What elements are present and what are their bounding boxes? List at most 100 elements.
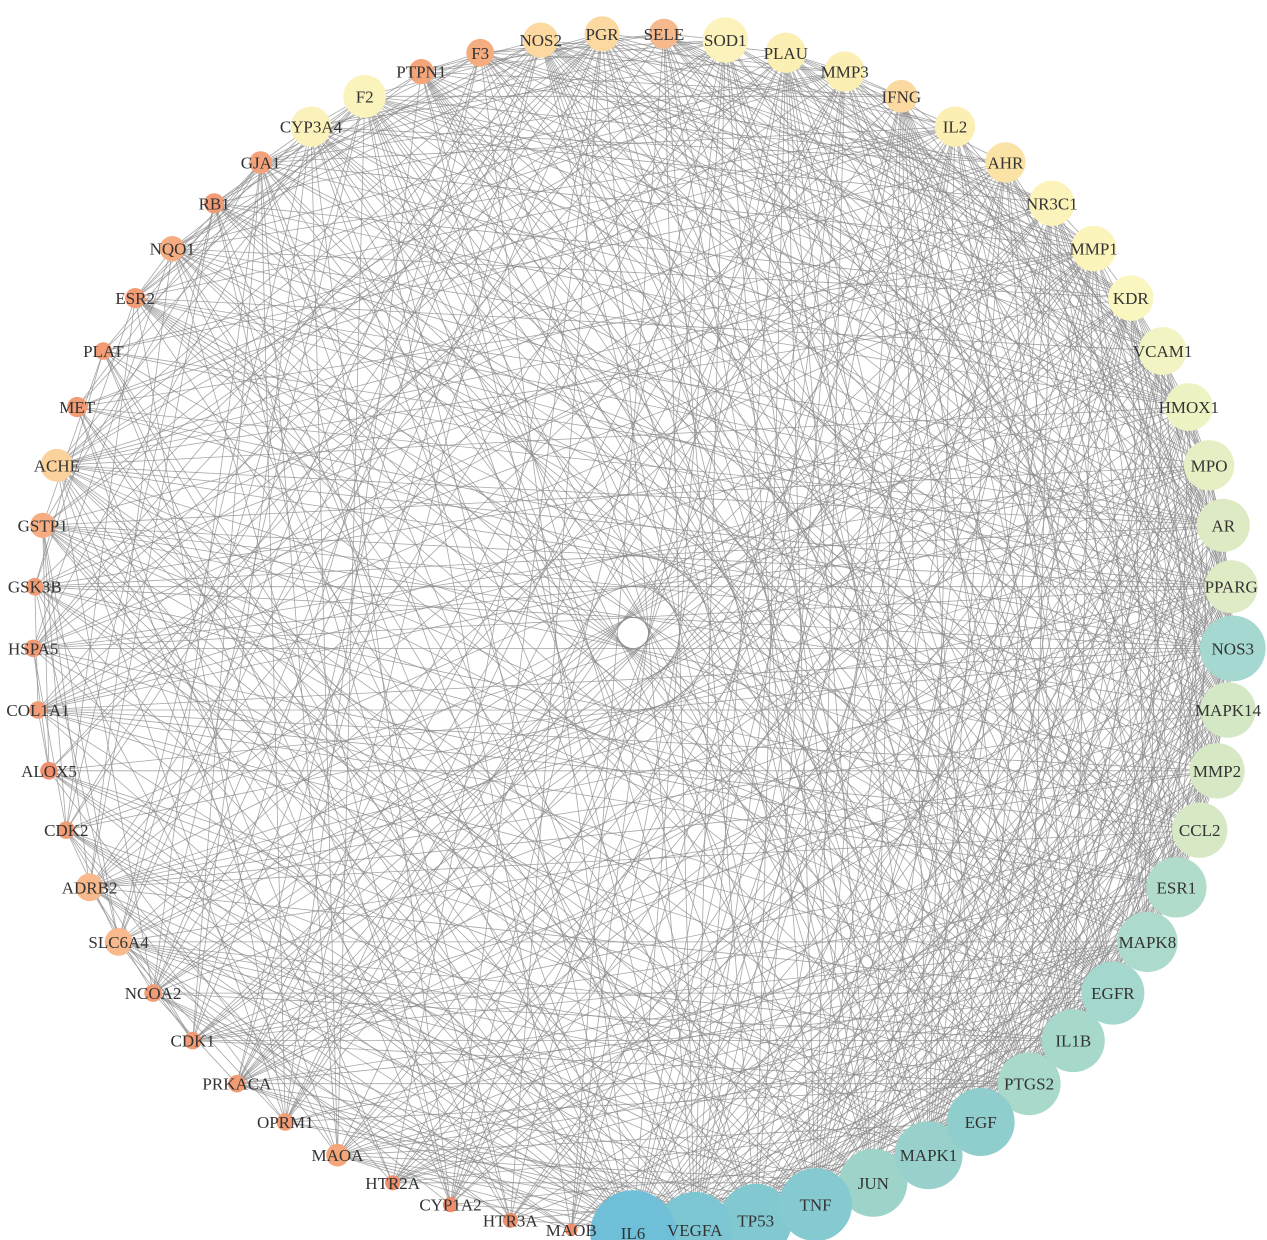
node-nr3c1[interactable] bbox=[1029, 180, 1075, 226]
edge bbox=[815, 71, 846, 1205]
node-ifng[interactable] bbox=[884, 79, 918, 113]
edge bbox=[479, 52, 634, 1234]
node-vcam1[interactable] bbox=[1138, 327, 1187, 375]
node-mmp3[interactable] bbox=[824, 51, 865, 92]
node-ptgs2[interactable] bbox=[997, 1052, 1061, 1116]
node-vegfa[interactable] bbox=[656, 1192, 733, 1240]
node-ahr[interactable] bbox=[985, 142, 1026, 183]
node-ache[interactable] bbox=[40, 448, 74, 482]
node-pgr[interactable] bbox=[584, 16, 620, 52]
node-maoa[interactable] bbox=[326, 1143, 349, 1167]
node-mapk8[interactable] bbox=[1117, 911, 1178, 973]
node-mapk14[interactable] bbox=[1200, 682, 1256, 738]
edge bbox=[815, 126, 956, 1205]
node-pparg[interactable] bbox=[1204, 560, 1258, 614]
node-htr3a[interactable] bbox=[502, 1212, 518, 1228]
node-mpo[interactable] bbox=[1183, 440, 1235, 491]
node-maob[interactable] bbox=[565, 1223, 578, 1237]
edge bbox=[420, 71, 982, 1123]
node-adrb2[interactable] bbox=[75, 873, 104, 902]
edge bbox=[56, 52, 786, 466]
node-ccl2[interactable] bbox=[1172, 802, 1228, 858]
edge bbox=[260, 162, 634, 1234]
edge bbox=[135, 297, 1163, 352]
node-mapk1[interactable] bbox=[894, 1121, 963, 1190]
node-egf[interactable] bbox=[946, 1088, 1015, 1156]
node-gja1[interactable] bbox=[249, 151, 272, 174]
node-label-pgr: PGR bbox=[586, 25, 620, 44]
node-esr1[interactable] bbox=[1146, 857, 1207, 918]
node-slc6a4[interactable] bbox=[104, 928, 133, 956]
edge bbox=[663, 33, 1229, 711]
node-egfr[interactable] bbox=[1081, 961, 1145, 1025]
edge bbox=[337, 941, 1148, 1156]
node-jun[interactable] bbox=[839, 1148, 908, 1217]
edge bbox=[724, 39, 1074, 1041]
node-label-vegfa: VEGFA bbox=[667, 1221, 723, 1240]
node-gstp1[interactable] bbox=[30, 512, 56, 539]
edge bbox=[32, 648, 695, 1231]
node-hspa5[interactable] bbox=[24, 639, 42, 658]
edge bbox=[34, 126, 956, 588]
edge bbox=[236, 941, 1148, 1085]
node-cdk2[interactable] bbox=[57, 821, 76, 839]
node-il6[interactable] bbox=[590, 1190, 676, 1240]
edge bbox=[601, 33, 1052, 204]
node-nqo1[interactable] bbox=[159, 236, 185, 262]
edge bbox=[42, 525, 67, 831]
node-f2[interactable] bbox=[343, 74, 387, 118]
node-ncoa2[interactable] bbox=[144, 984, 162, 1002]
node-il2[interactable] bbox=[934, 106, 976, 147]
edge bbox=[392, 770, 1218, 1184]
edge bbox=[364, 95, 1224, 526]
node-label-f2: F2 bbox=[356, 87, 374, 106]
edge bbox=[694, 465, 1210, 1231]
edge bbox=[103, 350, 1224, 526]
edge bbox=[76, 162, 261, 408]
node-mmp1[interactable] bbox=[1071, 225, 1117, 272]
node-label-plat: PLAT bbox=[83, 342, 124, 361]
node-rb1[interactable] bbox=[204, 193, 225, 214]
node-tp53[interactable] bbox=[719, 1183, 793, 1240]
node-label-htr2a: HTR2A bbox=[365, 1174, 421, 1193]
edge bbox=[540, 39, 1052, 204]
node-plat[interactable] bbox=[94, 342, 113, 360]
node-cdk1[interactable] bbox=[183, 1031, 202, 1050]
node-kdr[interactable] bbox=[1108, 275, 1154, 321]
edge bbox=[260, 162, 338, 1156]
node-alox5[interactable] bbox=[40, 762, 58, 780]
edge bbox=[192, 33, 603, 1041]
edge bbox=[172, 248, 1233, 649]
node-sele[interactable] bbox=[648, 18, 680, 49]
node-htr2a[interactable] bbox=[385, 1175, 401, 1191]
node-oprm1[interactable] bbox=[276, 1113, 295, 1131]
node-tnf[interactable] bbox=[779, 1168, 852, 1240]
edge bbox=[663, 33, 1224, 526]
node-sod1[interactable] bbox=[702, 17, 748, 63]
node-nos2[interactable] bbox=[523, 22, 559, 58]
node-nos3[interactable] bbox=[1200, 615, 1266, 682]
node-il1b[interactable] bbox=[1041, 1009, 1105, 1073]
node-ar[interactable] bbox=[1196, 498, 1250, 552]
node-hmox1[interactable] bbox=[1164, 383, 1213, 431]
edge bbox=[56, 406, 1189, 466]
node-label-vcam1: VCAM1 bbox=[1133, 342, 1193, 361]
edge bbox=[663, 33, 1030, 1084]
node-esr2[interactable] bbox=[125, 288, 146, 309]
node-ptpn1[interactable] bbox=[408, 59, 434, 85]
node-mmp2[interactable] bbox=[1189, 743, 1245, 799]
node-plau[interactable] bbox=[765, 32, 806, 73]
edge bbox=[480, 33, 664, 54]
edge bbox=[980, 203, 1053, 1123]
node-met[interactable] bbox=[67, 396, 88, 418]
node-prkaca[interactable] bbox=[228, 1074, 246, 1093]
node-cyp1a2[interactable] bbox=[442, 1197, 459, 1213]
edge bbox=[236, 297, 1132, 1085]
node-cyp3a4[interactable] bbox=[290, 106, 332, 147]
edge bbox=[815, 525, 1224, 1205]
node-col1a1[interactable] bbox=[29, 701, 47, 719]
node-label-f3: F3 bbox=[471, 44, 489, 63]
edge bbox=[33, 248, 1094, 649]
node-gsk3b[interactable] bbox=[26, 577, 44, 596]
node-f3[interactable] bbox=[466, 38, 495, 67]
